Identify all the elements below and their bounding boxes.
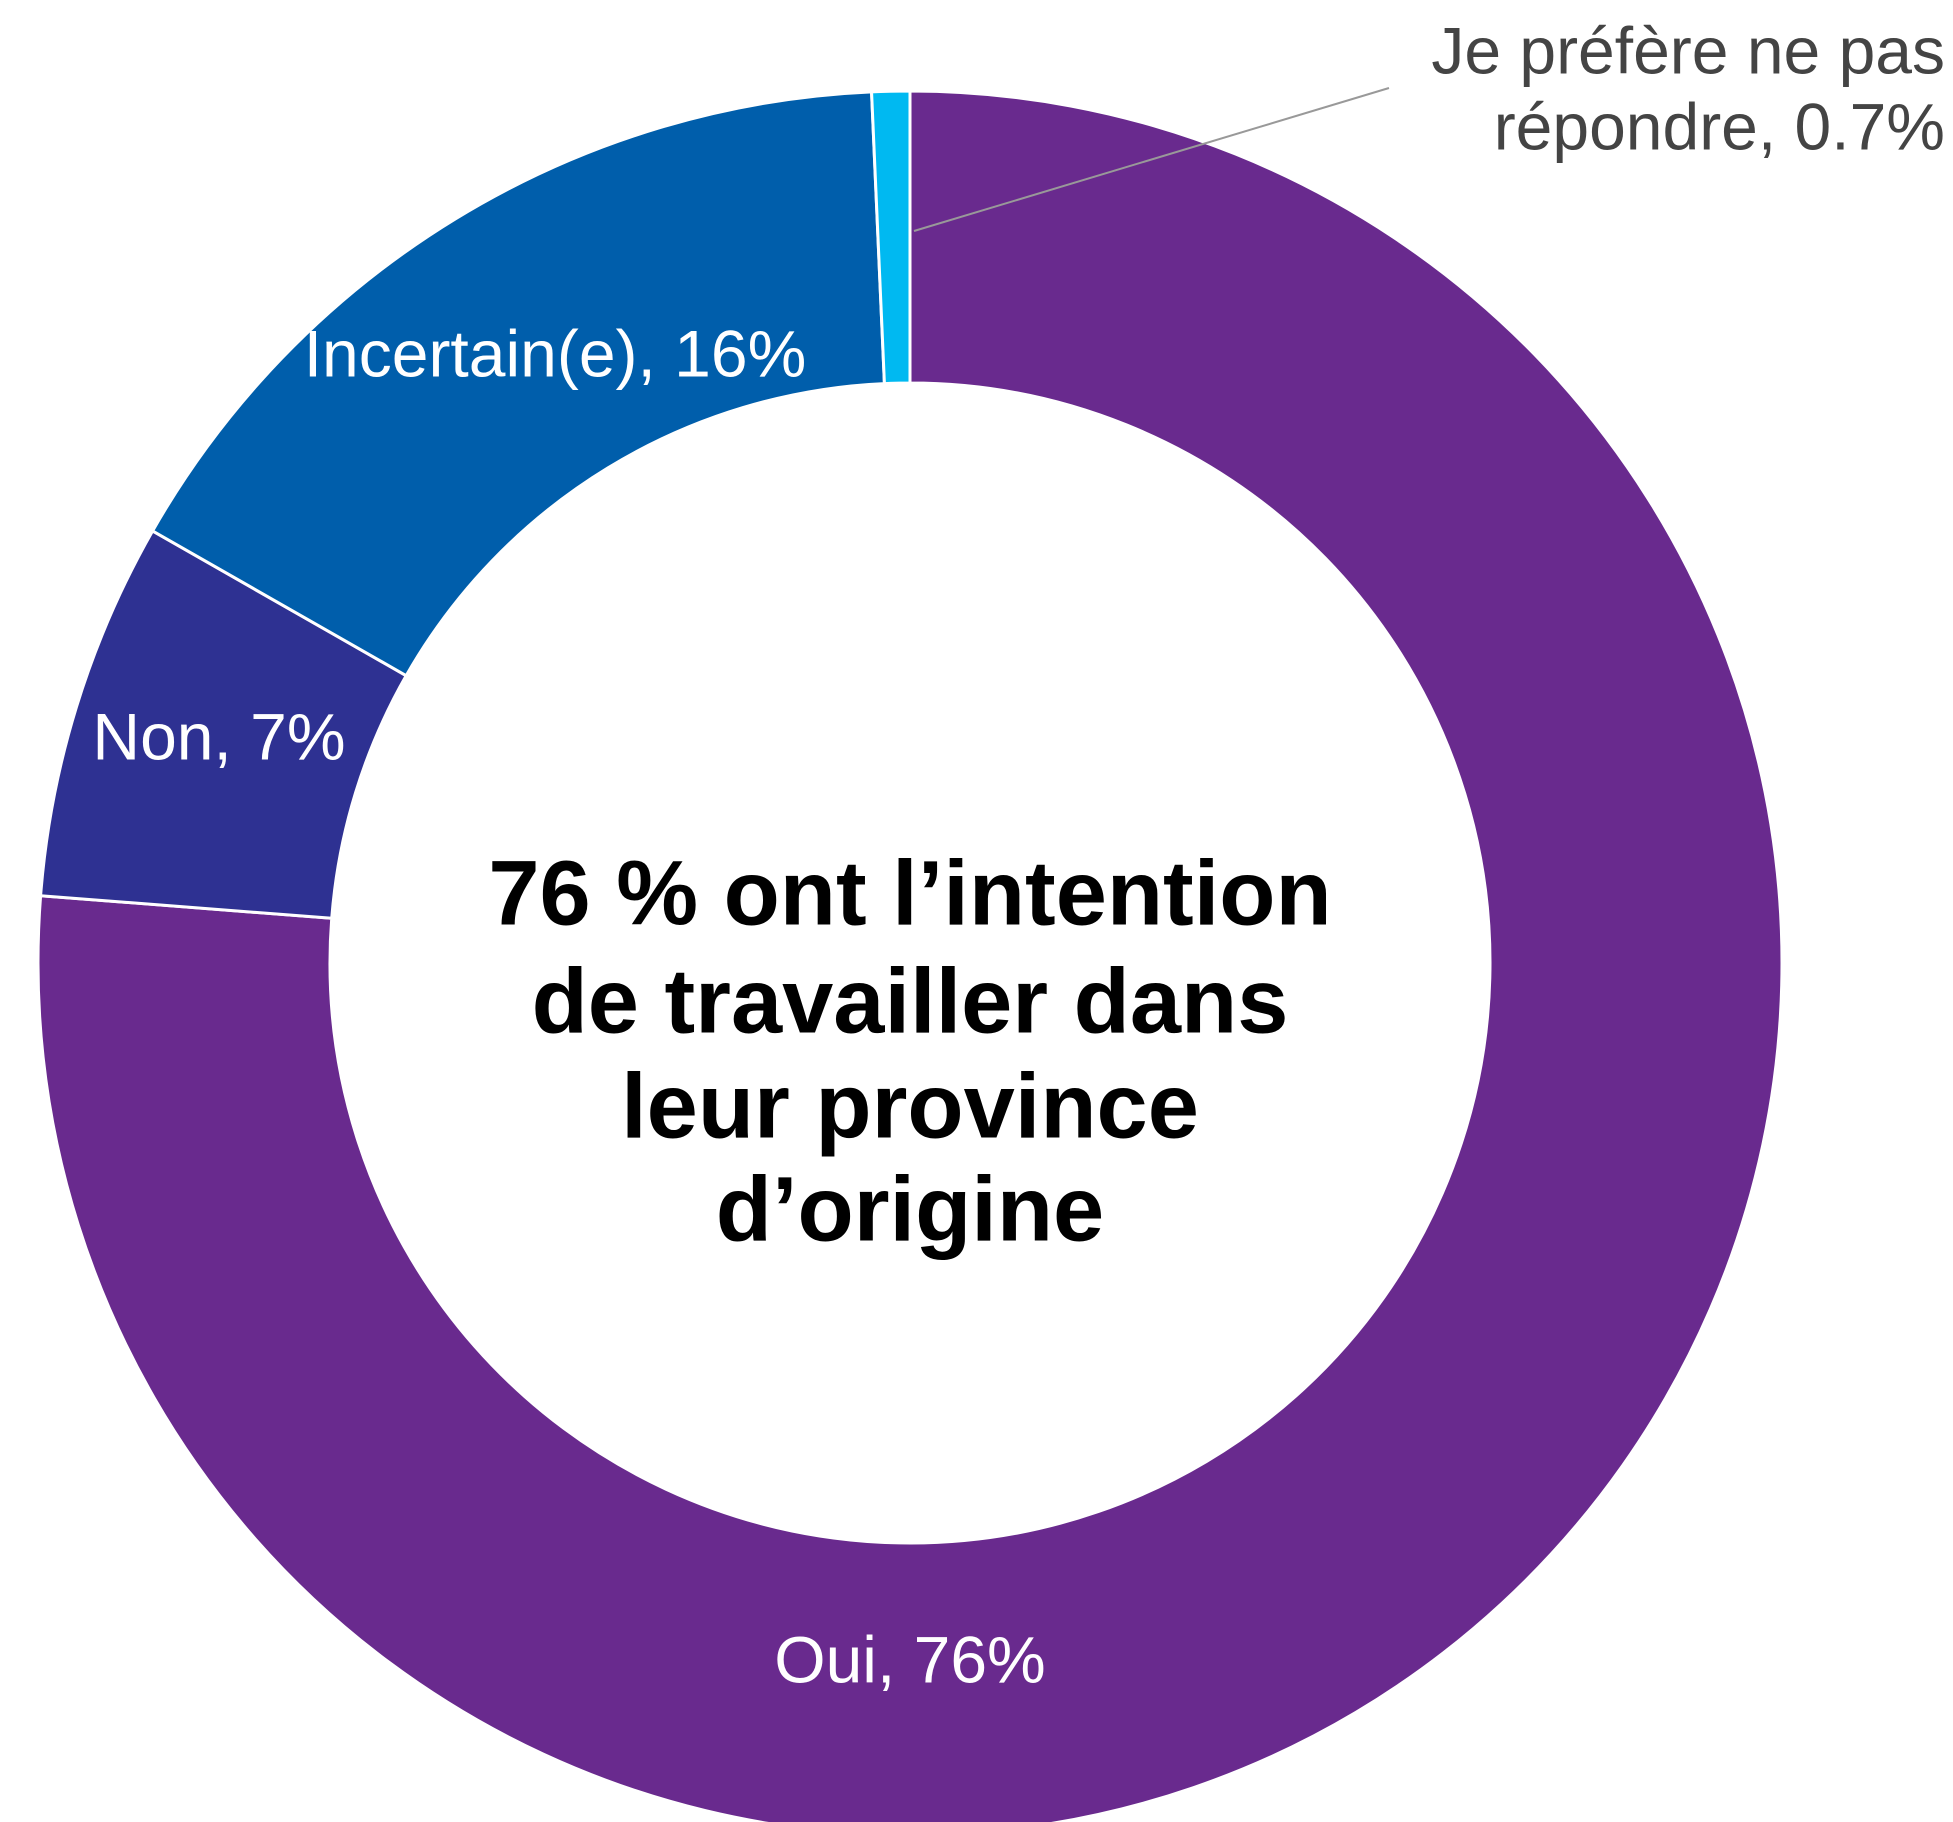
data-label: Je préfère ne pas: [1431, 13, 1945, 87]
leader-line: [913, 87, 1390, 232]
slice: [869, 89, 912, 386]
center-text: leur province: [621, 1055, 1199, 1157]
data-label: Incertain(e), 16%: [304, 316, 807, 390]
slices: [36, 89, 1784, 1822]
center-text: de travailler dans: [532, 950, 1289, 1052]
data-label: répondre, 0.7%: [1494, 89, 1945, 163]
slice: [150, 90, 886, 678]
data-label: Oui, 76%: [774, 1622, 1045, 1696]
slice: [36, 89, 1784, 1822]
data-label: Non, 7%: [92, 699, 345, 773]
center-text: 76 % ont l’intention: [488, 842, 1331, 944]
center-text: d’origine: [716, 1158, 1104, 1260]
